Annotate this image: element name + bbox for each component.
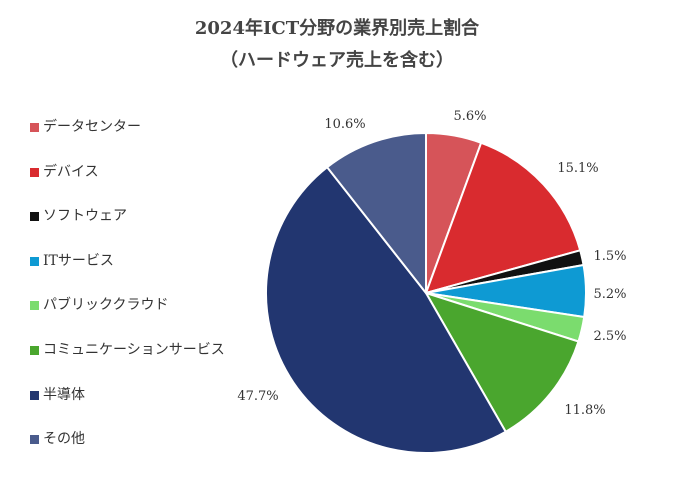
legend-label: 半導体 xyxy=(43,386,85,403)
legend-swatch xyxy=(30,123,39,132)
legend-swatch xyxy=(30,435,39,445)
data-label: 47.7% xyxy=(237,389,278,404)
legend-label: コミュニケーションサービス xyxy=(43,342,225,358)
data-label: 11.8% xyxy=(564,403,605,418)
data-label: 15.1% xyxy=(557,161,598,176)
data-label: 5.6% xyxy=(453,109,486,124)
pie-slice xyxy=(424,141,582,295)
pie-slice xyxy=(423,291,580,434)
data-label: 5.2% xyxy=(593,287,626,302)
data-label: 2.5% xyxy=(593,329,626,344)
legend-label: パブリッククラウド xyxy=(43,297,169,314)
legend-label: デバイス xyxy=(43,163,99,180)
data-label: 10.6% xyxy=(324,117,365,132)
legend-label: ITサービス xyxy=(43,252,114,269)
pie-slice xyxy=(325,131,427,296)
legend-swatch xyxy=(30,212,39,222)
legend-swatch xyxy=(30,167,39,177)
legend-swatch xyxy=(30,390,39,400)
legend-label: ソフトウェア xyxy=(43,208,127,225)
chart-title: 2024年ICT分野の業界別売上割合 xyxy=(194,18,480,39)
legend-label: その他 xyxy=(43,431,85,448)
legend-swatch xyxy=(30,256,39,266)
pie-slice xyxy=(265,165,508,454)
legend-swatch xyxy=(30,346,39,355)
legend-label: データセンター xyxy=(43,119,141,135)
chart-subtitle: （ハードウェア売上を含む） xyxy=(220,50,454,71)
legend-swatch xyxy=(30,301,39,311)
data-label: 1.5% xyxy=(593,249,626,264)
